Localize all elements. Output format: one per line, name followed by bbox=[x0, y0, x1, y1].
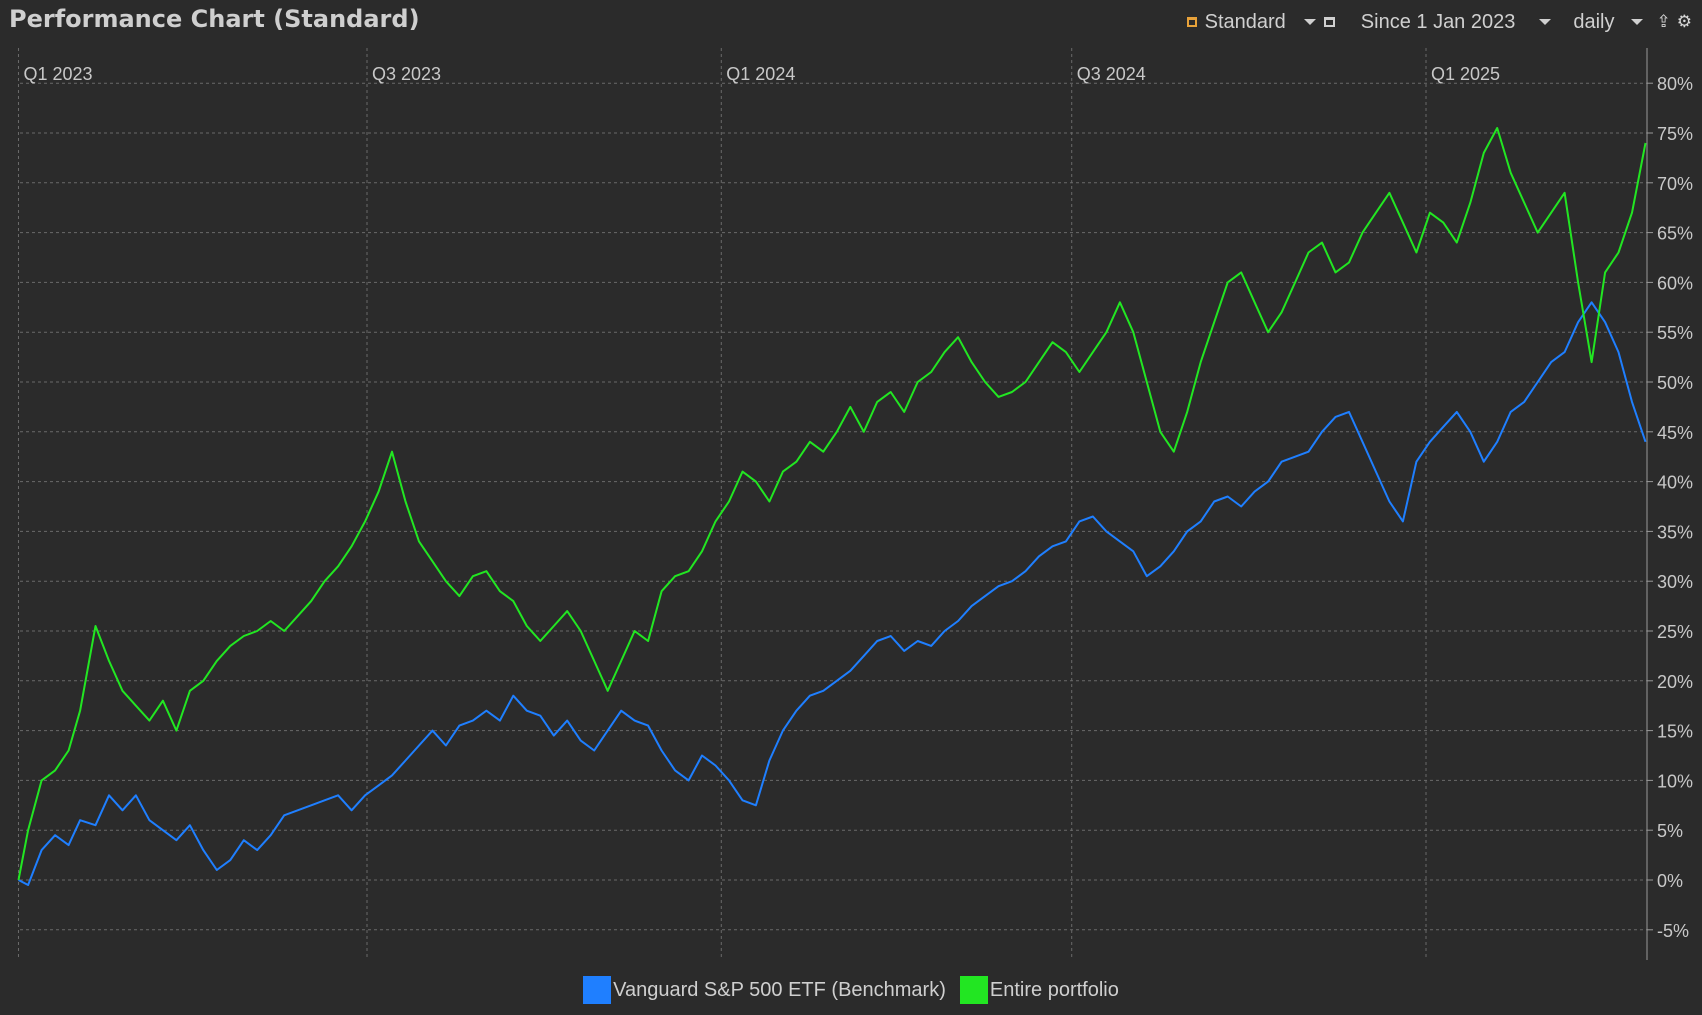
x-tick-label: Q1 2025 bbox=[1431, 64, 1500, 84]
x-tick-label: Q1 2023 bbox=[23, 64, 92, 84]
y-tick-label: 40% bbox=[1657, 473, 1693, 493]
period-dropdown-chevron-icon[interactable] bbox=[1539, 19, 1552, 25]
series-line-portfolio[interactable] bbox=[17, 127, 1647, 881]
legend-label-portfolio: Entire portfolio bbox=[989, 978, 1119, 1001]
page-title: Performance Chart (Standard) bbox=[9, 5, 420, 33]
chart-legend: Vanguard S&P 500 ETF (Benchmark) Entire … bbox=[0, 975, 1702, 1005]
series-line-benchmark[interactable] bbox=[18, 301, 1647, 886]
y-tick-label: 30% bbox=[1657, 572, 1693, 592]
y-tick-label: 25% bbox=[1657, 622, 1693, 642]
interval-label: daily bbox=[1573, 10, 1615, 33]
y-tick-label: 45% bbox=[1657, 423, 1693, 443]
chart-header: Performance Chart (Standard) Standard Si… bbox=[0, 0, 1702, 42]
series-layer bbox=[17, 127, 1647, 886]
y-tick-label: 0% bbox=[1657, 871, 1683, 891]
view-label: Standard bbox=[1204, 10, 1286, 33]
legend-swatch-benchmark bbox=[583, 976, 612, 1004]
x-tick-label: Q1 2024 bbox=[726, 64, 795, 84]
legend-swatch-portfolio bbox=[959, 976, 988, 1004]
y-tick-label: 35% bbox=[1657, 522, 1693, 542]
y-tick-label: 15% bbox=[1657, 722, 1693, 742]
chart-view-icon bbox=[1186, 17, 1197, 27]
y-tick-label: 70% bbox=[1657, 174, 1693, 194]
view-selector[interactable]: Standard bbox=[1186, 10, 1286, 34]
calendar-icon[interactable] bbox=[1323, 17, 1335, 27]
period-label: Since 1 Jan 2023 bbox=[1360, 10, 1516, 33]
y-tick-label: 80% bbox=[1657, 74, 1693, 94]
y-tick-label: 75% bbox=[1657, 124, 1693, 144]
y-tick-label: 55% bbox=[1657, 323, 1693, 343]
view-dropdown-chevron-icon[interactable] bbox=[1303, 19, 1316, 25]
performance-chart: 80% 75% 70% 65% 60% 55% 50% 45% 40% 35% 30% 25% 20% 1… bbox=[17, 48, 1693, 960]
period-selector[interactable]: Since 1 Jan 2023 bbox=[1361, 11, 1516, 34]
y-tick-label: 60% bbox=[1657, 273, 1693, 293]
y-tick-label: 10% bbox=[1657, 771, 1693, 791]
y-tick-label: 50% bbox=[1657, 373, 1693, 393]
legend-label-benchmark: Vanguard S&P 500 ETF (Benchmark) bbox=[613, 978, 946, 1001]
y-tick-label: -5% bbox=[1657, 921, 1689, 941]
interval-selector[interactable]: daily bbox=[1573, 11, 1614, 34]
export-icon[interactable]: ⇪ bbox=[1656, 12, 1671, 31]
x-tick-label: Q3 2023 bbox=[372, 64, 441, 84]
x-tick-label: Q3 2024 bbox=[1077, 64, 1146, 84]
axis-layer: 80% 75% 70% 65% 60% 55% 50% 45% 40% 35% 30% 25% 20% 1… bbox=[23, 48, 1693, 960]
legend-item-benchmark[interactable]: Vanguard S&P 500 ETF (Benchmark) bbox=[583, 976, 946, 1004]
gear-icon[interactable]: ⚙ bbox=[1676, 12, 1692, 31]
legend-item-portfolio[interactable]: Entire portfolio bbox=[959, 976, 1119, 1004]
interval-dropdown-chevron-icon[interactable] bbox=[1630, 19, 1643, 25]
chart-toolbar: Standard Since 1 Jan 2023 daily ⇪ ⚙ bbox=[1186, 10, 1692, 34]
grid-layer bbox=[17, 48, 1647, 960]
y-tick-label: 65% bbox=[1657, 224, 1693, 244]
y-tick-label: 20% bbox=[1657, 672, 1693, 692]
y-tick-label: 5% bbox=[1657, 821, 1683, 841]
